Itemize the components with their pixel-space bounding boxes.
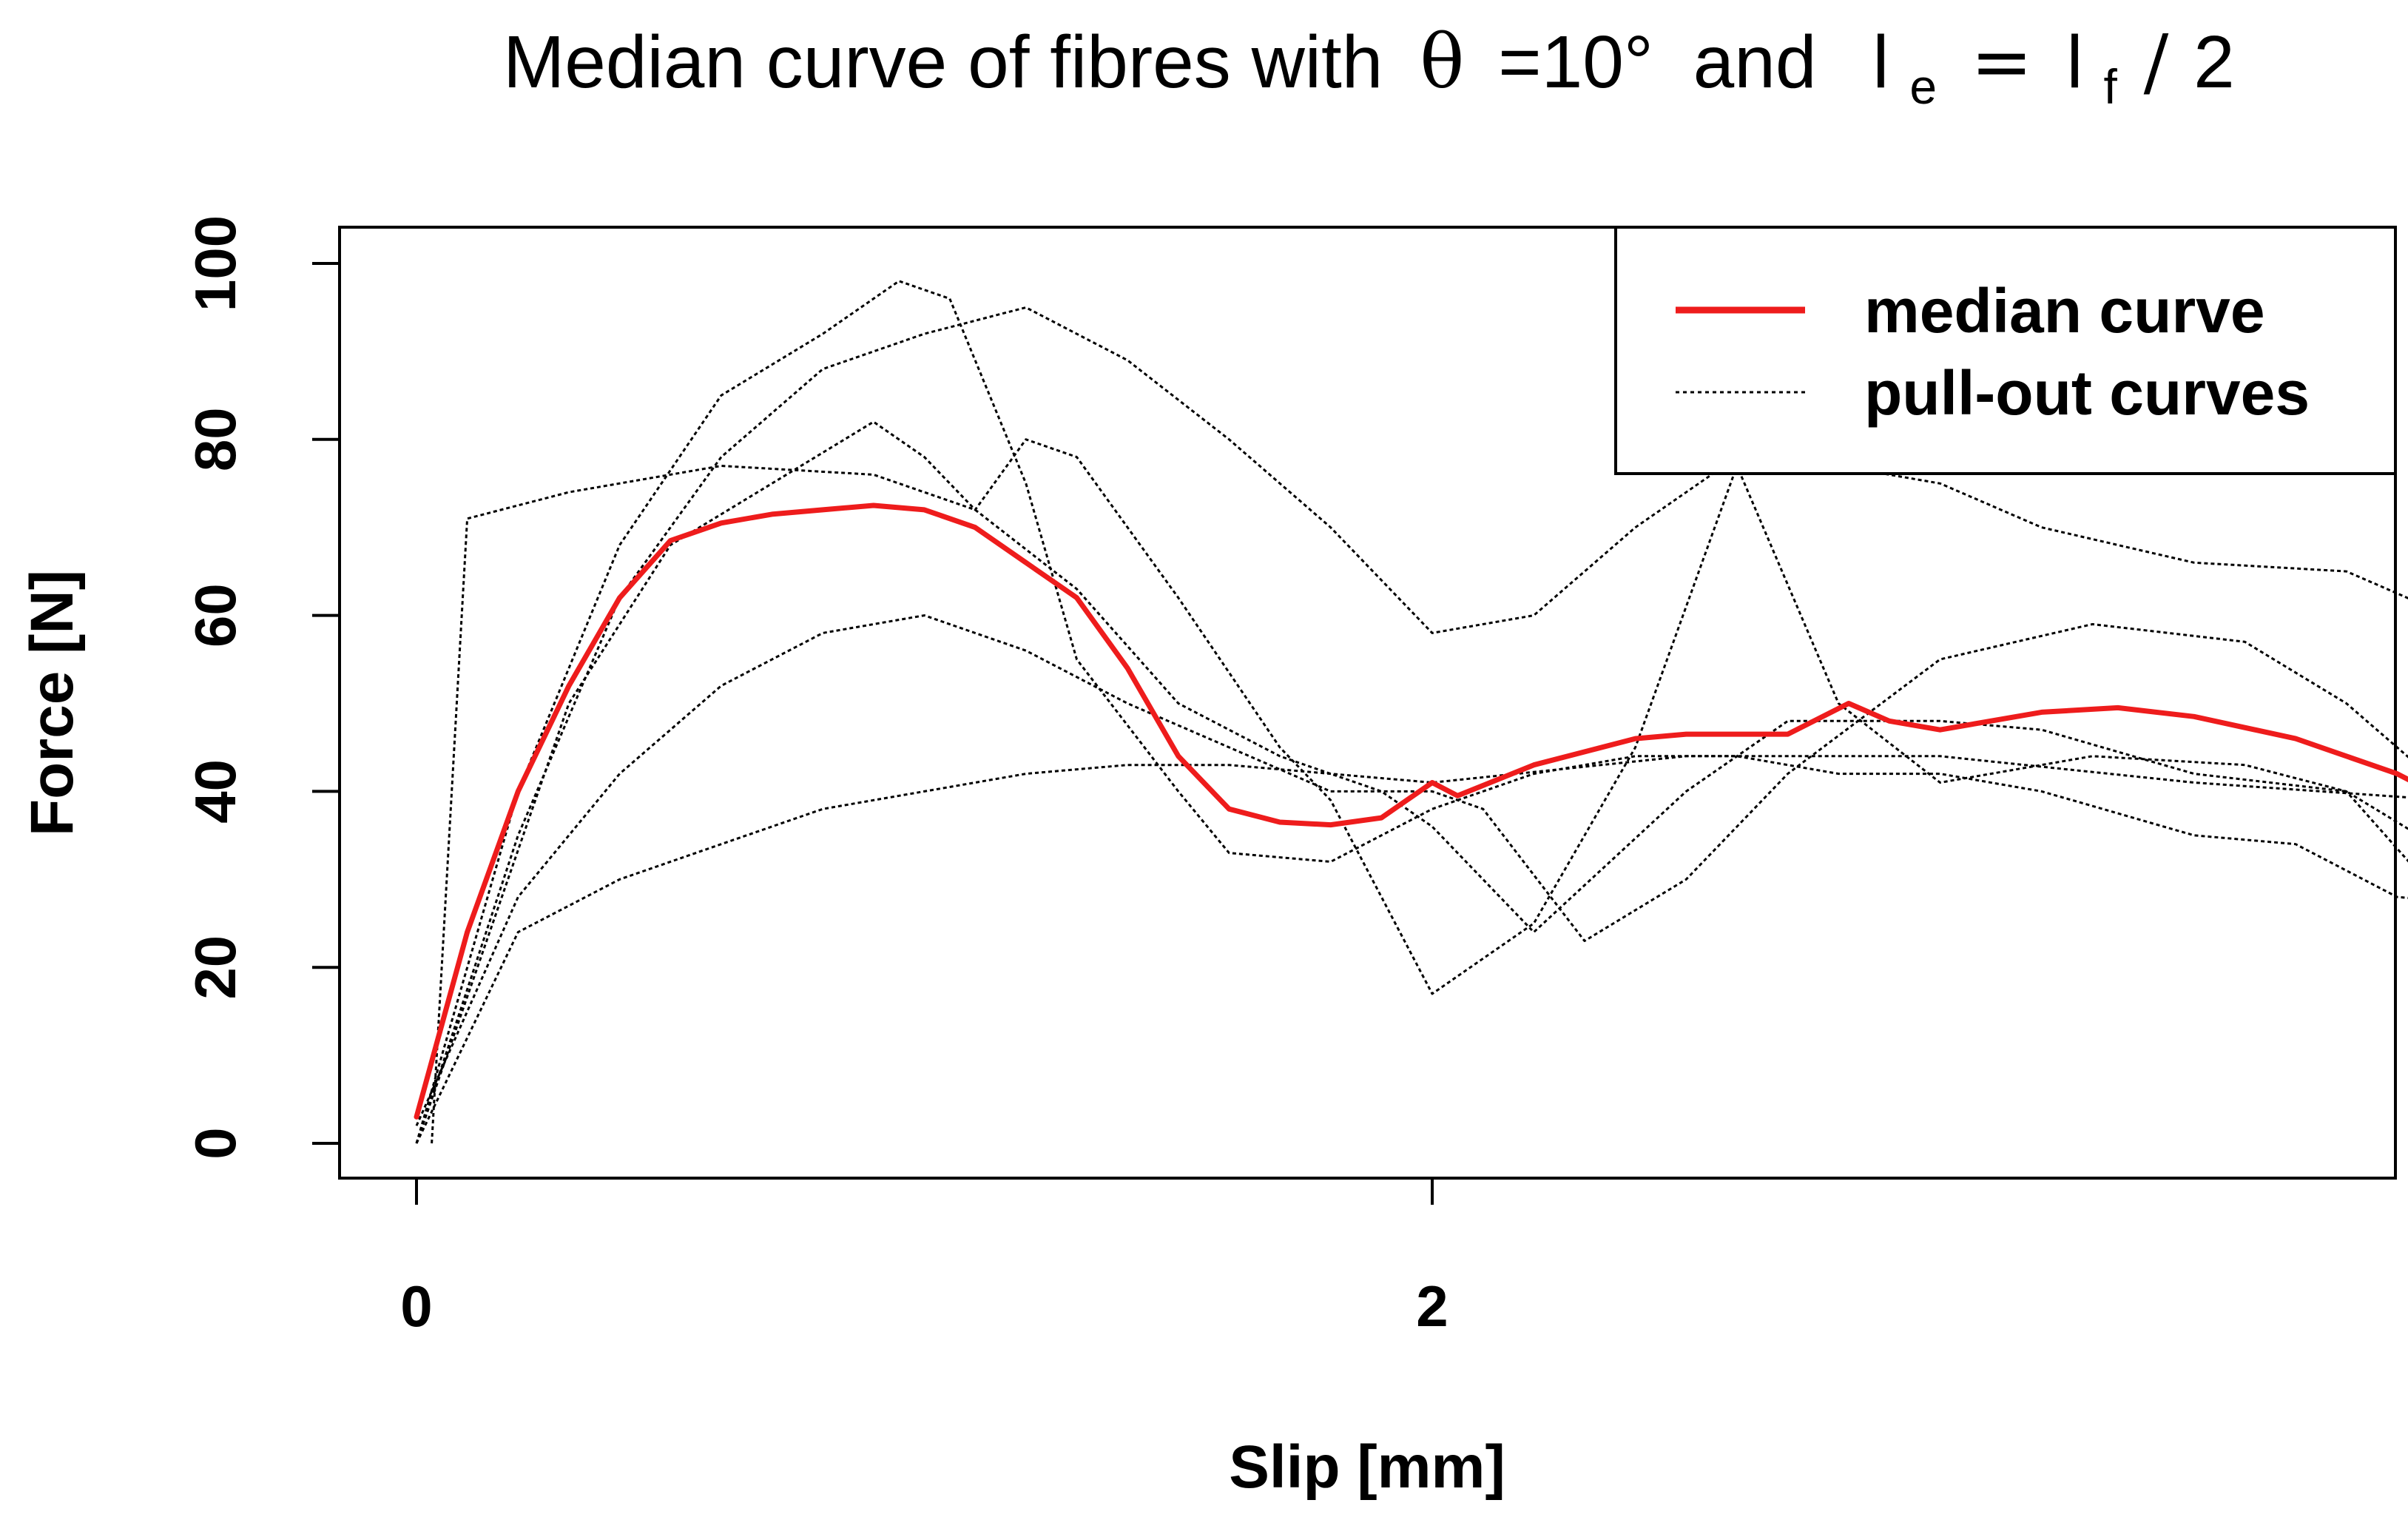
title-theta-value: =10° [1498,21,1653,104]
x-tick-label: 0 [400,1274,432,1339]
y-tick-label: 100 [183,215,248,312]
title-theta-symbol: θ [1420,19,1464,105]
y-tick-label: 60 [183,583,248,648]
pull-out-curve-2 [431,465,2408,1144]
title-prefix: Median curve of fibres with [503,21,1383,104]
title-connector: and [1693,21,1817,104]
x-axis: 0246 [400,1177,1938,1339]
y-axis: 0 20 40 60 80 100 [183,215,341,1160]
pull-out-curve-4 [415,420,2408,1144]
title-lf-sub: f [2103,59,2117,114]
chart-title: Median curve of fibres with θ =10° and l… [503,19,2235,120]
title-lf-base: l [2066,21,2082,104]
pull-out-curve-5 [415,306,2408,1144]
pull-out-curves [415,280,2408,1144]
legend-median-label: median curve [1864,276,2265,346]
title-le-base: l [1872,21,1889,104]
y-tick-label: 40 [183,759,248,824]
legend: median curve pull-out curves [1614,226,2397,475]
y-tick-label: 0 [183,1127,248,1159]
x-tick-label: 2 [1416,1274,1448,1339]
title-slash: / [2144,19,2169,105]
y-tick-label: 20 [183,935,248,1000]
median-curve-group [414,502,2408,1120]
median-curve [414,502,2408,1120]
x-axis-title: Slip [mm] [1229,1433,1505,1501]
title-equals: = [1971,19,2033,105]
pull-out-curve-6 [415,280,2408,1144]
title-le-sub: e [1909,59,1937,114]
legend-pullout-label: pull-out curves [1864,358,2310,428]
legend-box [1614,226,2397,475]
pull-out-curve-3 [415,614,2408,1126]
y-tick-label: 80 [183,407,248,471]
title-divisor: 2 [2193,21,2235,104]
y-axis-title: Force [N] [18,570,86,836]
